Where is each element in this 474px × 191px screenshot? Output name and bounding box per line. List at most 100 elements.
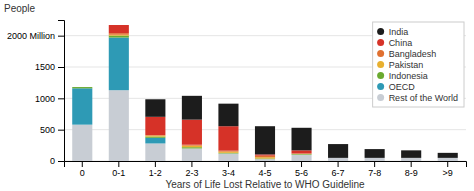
bar-segment xyxy=(401,150,421,158)
x-axis: 00-11-22-33-44-55-66-77-88-9>9 xyxy=(65,161,467,178)
x-tick: 7-8 xyxy=(368,161,381,178)
bar-segment xyxy=(218,104,238,127)
y-tick-label: 1500 xyxy=(35,62,55,72)
bar-segment xyxy=(291,150,311,153)
bar-segment xyxy=(291,153,311,154)
y-tick-label: 500 xyxy=(40,125,55,135)
bar-segment xyxy=(109,36,129,38)
x-tick-mark xyxy=(301,161,302,167)
x-tick: 4-5 xyxy=(258,161,271,178)
series xyxy=(72,90,458,161)
y-axis-title: People xyxy=(4,3,36,14)
bar-segment xyxy=(328,144,348,158)
x-tick-mark xyxy=(118,161,119,167)
bar-segment xyxy=(145,143,165,161)
bar-segment xyxy=(218,152,238,153)
y-tick-mark xyxy=(58,130,64,131)
bar-segment xyxy=(182,148,202,161)
chart: 00-11-22-33-44-55-66-77-88-9>90500100015… xyxy=(0,0,474,191)
legend-label: Rest of the World xyxy=(389,93,458,103)
x-tick-mark xyxy=(411,161,412,167)
bar-segment xyxy=(438,153,458,158)
x-tick: 3-4 xyxy=(222,161,235,178)
legend-marker xyxy=(377,94,384,101)
bar-segment xyxy=(291,154,311,156)
series xyxy=(72,36,311,159)
bar-segment xyxy=(255,159,275,161)
bar-segment xyxy=(291,128,311,151)
bar-segment xyxy=(72,87,92,88)
bar-segment xyxy=(109,90,129,161)
y-tick-label: 0 xyxy=(50,156,55,166)
bar-segment xyxy=(255,157,275,158)
x-tick-label: >9 xyxy=(443,168,453,178)
x-tick-mark xyxy=(447,161,448,167)
y-tick: 1500 xyxy=(35,62,64,72)
x-tick-mark xyxy=(338,161,339,167)
x-tick-label: 2-3 xyxy=(185,168,198,178)
bar-segment xyxy=(218,126,238,150)
legend-label: India xyxy=(389,27,409,37)
bar-segment xyxy=(72,88,92,124)
y-tick-label: 1000 xyxy=(35,94,55,104)
x-tick: >9 xyxy=(443,161,453,178)
x-tick-label: 8-9 xyxy=(405,168,418,178)
x-tick-label: 4-5 xyxy=(258,168,271,178)
y-tick-mark xyxy=(58,161,64,162)
bar-segment xyxy=(255,154,275,155)
legend: IndiaChinaBangladeshPakistanIndonesiaOEC… xyxy=(373,22,464,107)
bar-segment xyxy=(109,25,129,33)
series xyxy=(109,33,312,157)
x-tick-label: 7-8 xyxy=(368,168,381,178)
x-tick-mark xyxy=(155,161,156,167)
bar-segment xyxy=(291,154,311,155)
legend-marker xyxy=(377,39,384,46)
legend-marker xyxy=(377,50,384,57)
bar-segment xyxy=(218,153,238,161)
plot: 00-11-22-33-44-55-66-77-88-9>90500100015… xyxy=(7,21,467,179)
y-tick: 2000 Million xyxy=(7,31,64,41)
x-tick-mark xyxy=(191,161,192,167)
bar-segment xyxy=(145,137,165,138)
legend-label: China xyxy=(389,38,413,48)
series xyxy=(109,35,312,159)
bar-segment xyxy=(438,158,458,161)
bar-segment xyxy=(182,96,202,120)
bar-segment xyxy=(365,158,385,161)
legend-label: Indonesia xyxy=(389,71,428,81)
legend-box xyxy=(373,22,464,107)
y-tick: 0 xyxy=(50,156,64,166)
y-tick: 500 xyxy=(40,125,64,135)
bar-segment xyxy=(255,156,275,158)
bar-segment xyxy=(109,38,129,91)
bar-segment xyxy=(145,99,165,117)
y-axis-line xyxy=(58,21,65,162)
x-tick-label: 0 xyxy=(80,168,85,178)
x-tick: 0 xyxy=(80,161,85,178)
x-tick: 8-9 xyxy=(405,161,418,178)
y-tick-mark xyxy=(58,36,64,37)
bar-segment xyxy=(255,126,275,154)
x-tick: 0-1 xyxy=(112,161,125,178)
bar-segment xyxy=(72,87,92,88)
bar-segment xyxy=(145,135,165,137)
series xyxy=(72,38,165,144)
y-axis: 0 500 1000 1500 2000 Million xyxy=(7,21,65,167)
x-tick-label: 0-1 xyxy=(112,168,125,178)
bar-segment xyxy=(72,125,92,161)
grid xyxy=(64,36,466,161)
bar-segment xyxy=(291,155,311,161)
bar-segment xyxy=(218,152,238,154)
x-axis-line xyxy=(65,162,467,168)
y-tick-mark xyxy=(58,98,64,99)
x-tick-mark xyxy=(265,161,266,167)
y-tick-mark xyxy=(58,67,64,68)
series xyxy=(109,25,312,156)
legend-label: OECD xyxy=(389,82,416,92)
bar-segment xyxy=(109,25,129,26)
bar-segment xyxy=(365,149,385,158)
y-tick: 1000 xyxy=(35,94,64,104)
legend-label: Pakistan xyxy=(389,60,424,70)
bar-segment xyxy=(218,153,238,154)
x-axis-title: Years of Life Lost Relative to WHO Guide… xyxy=(165,179,365,190)
